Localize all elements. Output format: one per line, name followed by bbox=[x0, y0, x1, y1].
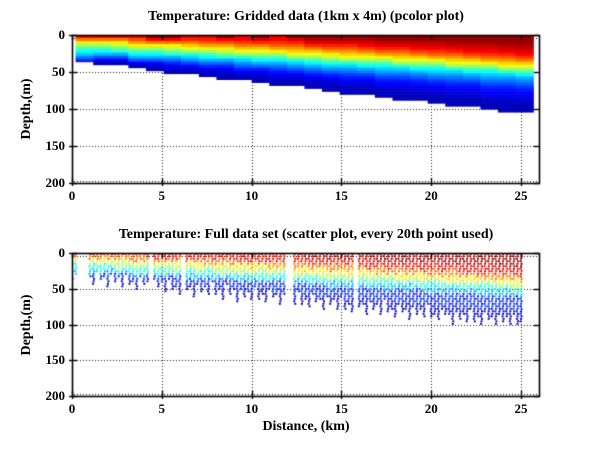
scatter-y-tick-label: 0 bbox=[58, 245, 66, 260]
pcolor-x-tick-label: 10 bbox=[245, 188, 259, 203]
scatter-x-tick-label: 20 bbox=[424, 401, 438, 416]
pcolor-x-tick-label: 0 bbox=[68, 188, 76, 203]
scatter-y-tick-label: 50 bbox=[52, 280, 65, 296]
pcolor-y-tick-label: 200 bbox=[45, 175, 66, 190]
scatter-x-axis-label: Distance, (km) bbox=[262, 419, 350, 434]
pcolor-x-tick-label: 15 bbox=[334, 188, 348, 203]
pcolor-y-tick-label: 100 bbox=[45, 101, 66, 116]
scatter-y-tick-label: 200 bbox=[45, 388, 66, 403]
scatter-y-tick-label: 100 bbox=[45, 316, 66, 332]
pcolor-x-tick-label: 20 bbox=[424, 188, 438, 203]
pcolor-y-tick-label: 50 bbox=[52, 64, 65, 79]
scatter-plot-title: Temperature: Full data set (scatter plot… bbox=[118, 227, 494, 242]
pcolor-y-tick-label: 0 bbox=[58, 27, 66, 42]
scatter-y-axis-label: Depth,(m) bbox=[19, 294, 34, 356]
pcolor-x-tick-label: 25 bbox=[514, 188, 528, 203]
pcolor-y-tick-label: 150 bbox=[45, 138, 66, 153]
scatter-x-tick-label: 5 bbox=[158, 401, 166, 416]
scatter-x-tick-label: 25 bbox=[514, 401, 528, 416]
pcolor-x-tick-label: 5 bbox=[158, 188, 166, 203]
scatter-y-tick-label: 150 bbox=[45, 352, 66, 368]
scatter-x-tick-label: 10 bbox=[245, 401, 259, 416]
pcolor-y-axis-label: Depth,(m) bbox=[19, 78, 34, 140]
scatter-x-tick-label: 0 bbox=[68, 401, 76, 416]
scatter-x-tick-label: 15 bbox=[334, 401, 348, 416]
pcolor-plot-title: Temperature: Gridded data (1km x 4m) (pc… bbox=[148, 9, 464, 24]
